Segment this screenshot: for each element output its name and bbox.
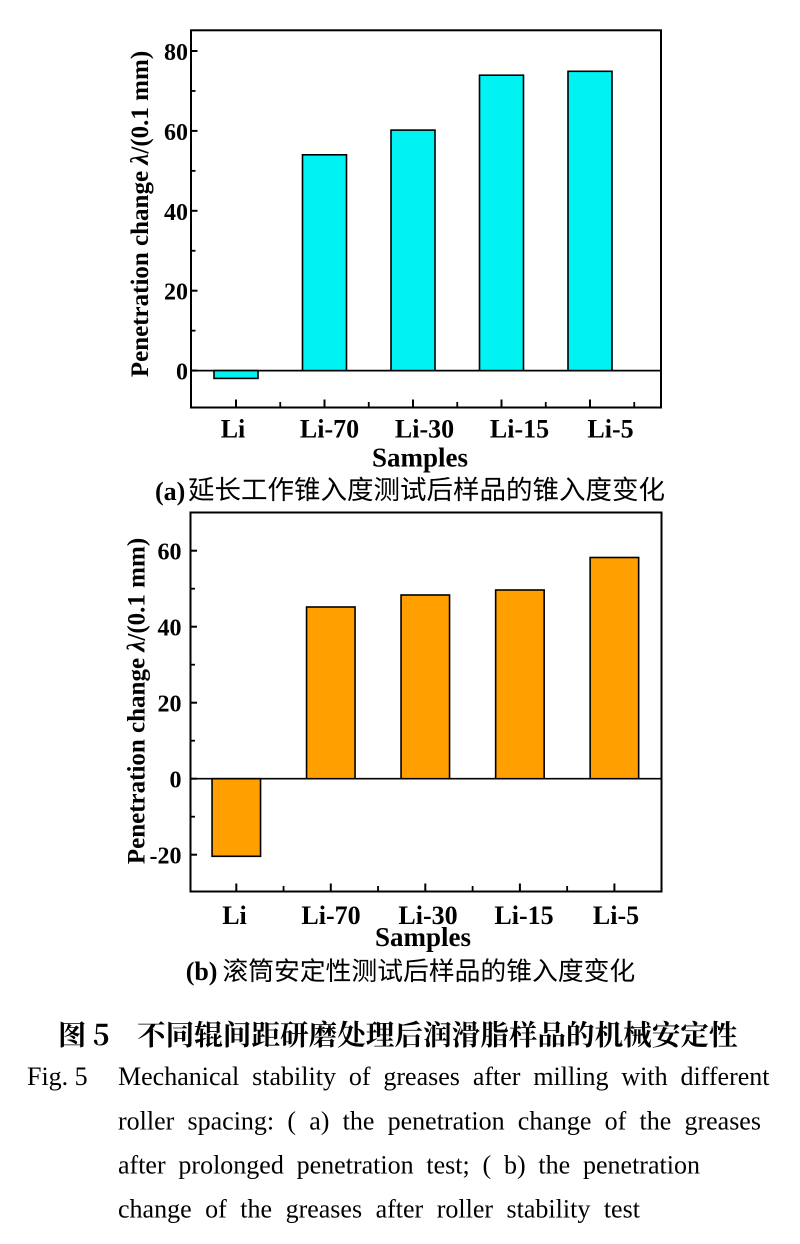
svg-text:Li-70: Li-70 [301, 901, 360, 930]
svg-text:Li-30: Li-30 [398, 901, 457, 930]
svg-text:(b): (b) [186, 957, 218, 986]
svg-text:change of the greases after ro: change of the greases after roller stabi… [118, 1195, 641, 1224]
svg-text:60: 60 [158, 540, 182, 566]
svg-text:Fig. 5: Fig. 5 [27, 1062, 88, 1091]
svg-text:Li-15: Li-15 [494, 901, 553, 930]
svg-text:Samples: Samples [375, 922, 471, 952]
svg-text:40: 40 [164, 200, 188, 226]
svg-text:40: 40 [158, 616, 182, 642]
svg-text:0: 0 [176, 360, 188, 386]
svg-text:Mechanical stability of grease: Mechanical stability of greases after mi… [118, 1062, 770, 1091]
svg-text:Samples: Samples [372, 443, 468, 473]
svg-text:Li-5: Li-5 [587, 415, 633, 444]
svg-text:after prolonged penetration te: after prolonged penetration test; ( b) t… [118, 1151, 700, 1180]
svg-text:roller spacing: ( a) the penet: roller spacing: ( a) the penetration cha… [118, 1106, 761, 1135]
svg-text:20: 20 [164, 280, 188, 306]
svg-text:Penetration change λ/(0.1 mm): Penetration change λ/(0.1 mm) [124, 538, 151, 864]
svg-text:Li-15: Li-15 [490, 415, 549, 444]
svg-text:Li: Li [222, 901, 247, 930]
svg-text:Li-5: Li-5 [593, 901, 639, 930]
svg-text:80: 80 [164, 40, 188, 66]
svg-text:Li-30: Li-30 [395, 415, 454, 444]
svg-text:20: 20 [158, 692, 182, 718]
svg-text:60: 60 [164, 120, 188, 146]
svg-text:-20: -20 [150, 844, 182, 870]
svg-text:0: 0 [170, 768, 182, 794]
svg-text:Li-70: Li-70 [300, 415, 359, 444]
svg-text:Penetration change λ/(0.1 mm): Penetration change λ/(0.1 mm) [127, 51, 154, 377]
svg-text:Li: Li [221, 415, 246, 444]
svg-text:(a): (a) [155, 477, 185, 506]
